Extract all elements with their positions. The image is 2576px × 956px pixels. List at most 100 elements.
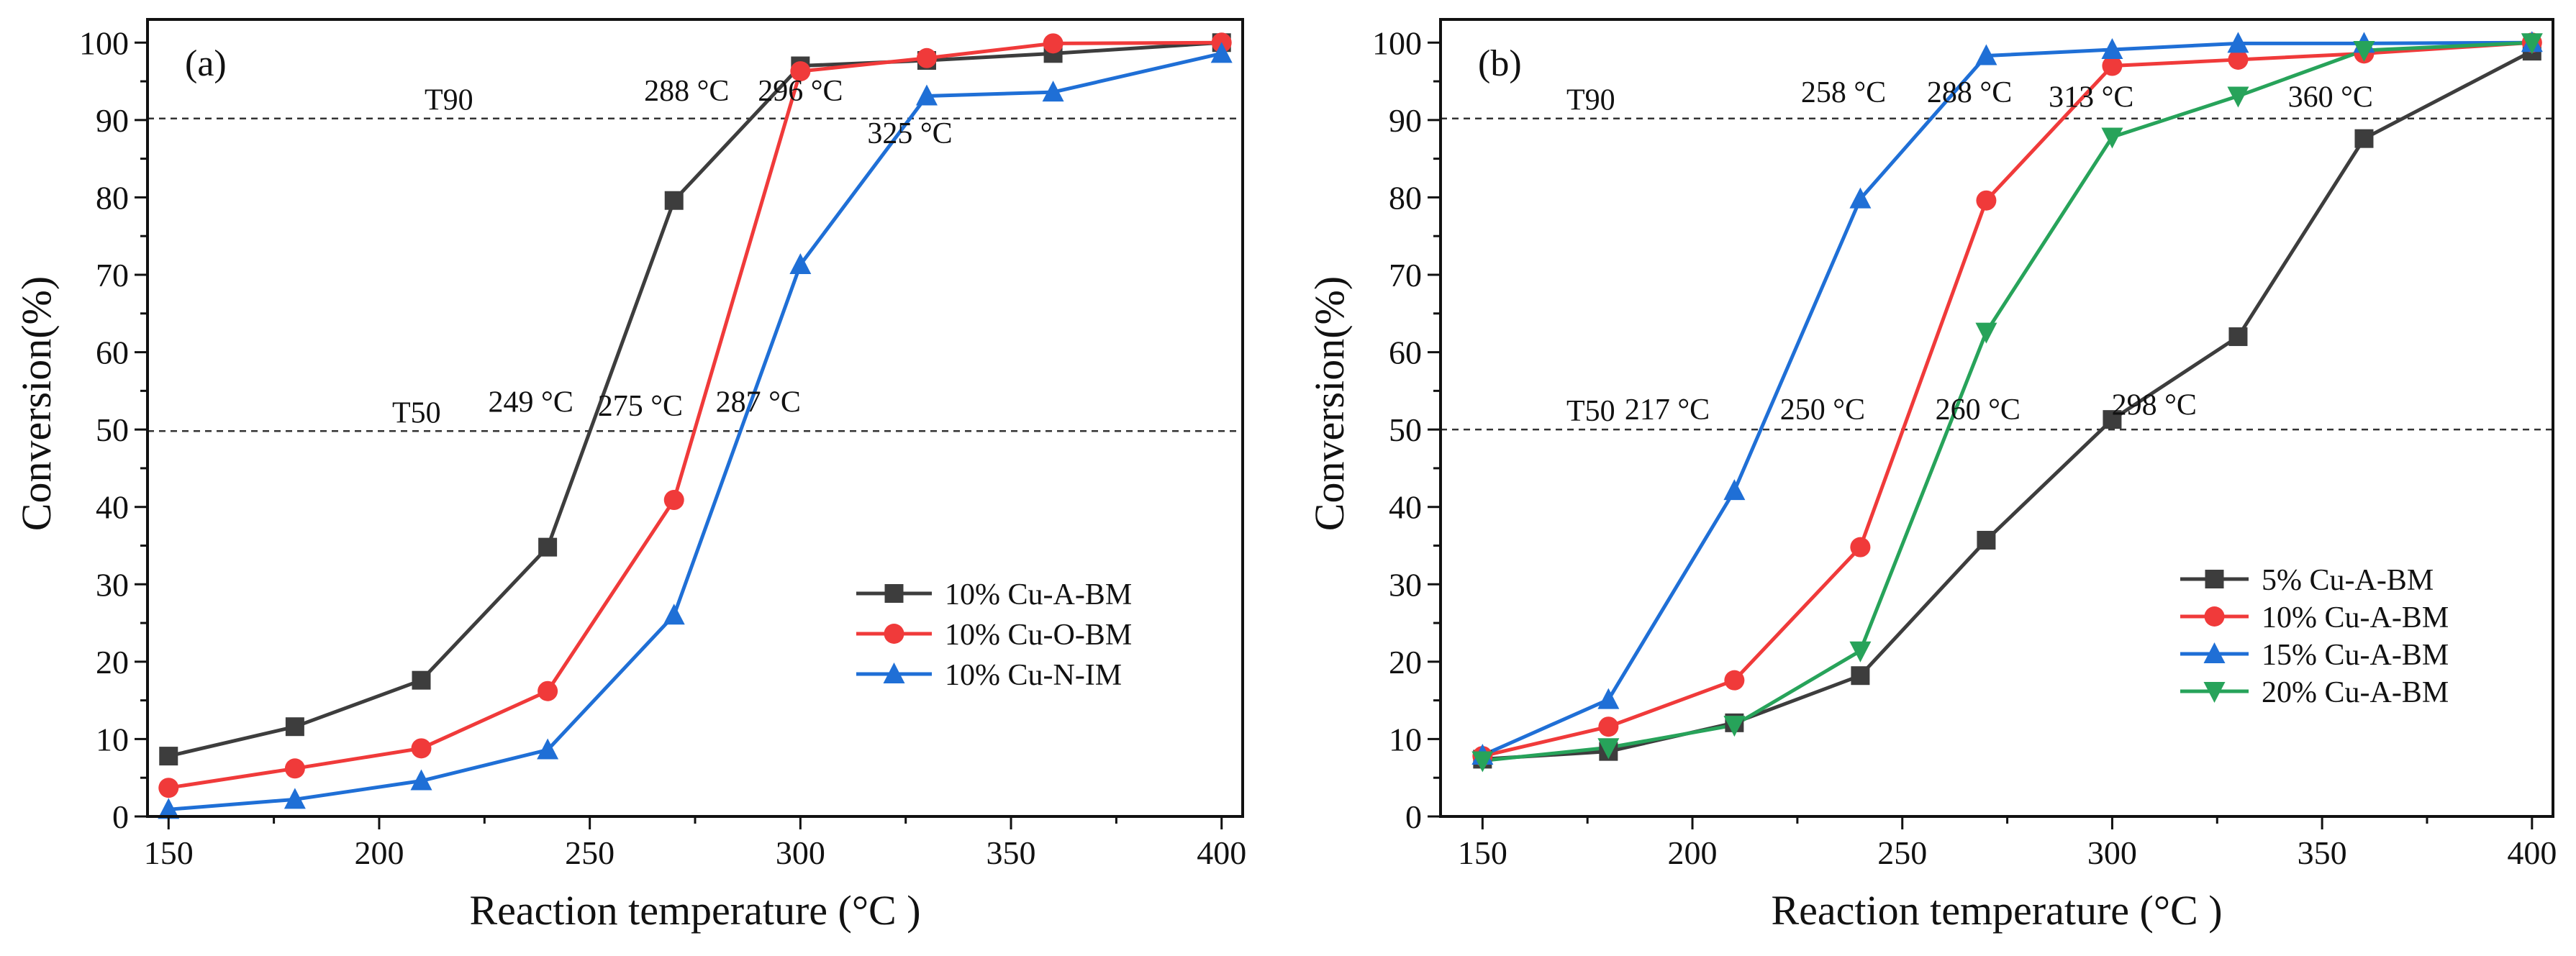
temperature-annotation: 275 °C <box>598 390 683 423</box>
data-point-s0-2 <box>412 670 431 690</box>
panel-label: (b) <box>1478 43 1522 84</box>
x-tick-label: 150 <box>1458 834 1507 871</box>
data-point-s3-5 <box>2101 127 2123 149</box>
data-point-s1-4 <box>663 490 684 511</box>
y-tick-label: 60 <box>96 334 129 371</box>
data-point-s1-7 <box>1043 33 1063 54</box>
data-point-s1-1 <box>1598 716 1619 737</box>
data-point-s2-4 <box>1975 44 1997 65</box>
y-tick-label: 100 <box>79 24 129 61</box>
data-point-s3-0 <box>1471 751 1494 773</box>
data-point-s1-5 <box>790 61 811 82</box>
reference-label-t90: T90 <box>1566 84 1615 117</box>
data-point-s1-2 <box>1724 670 1745 691</box>
y-tick-label: 100 <box>1372 24 1422 61</box>
legend-marker <box>884 584 904 603</box>
y-tick-label: 10 <box>96 721 129 757</box>
data-point-s2-7 <box>1042 81 1064 102</box>
x-tick-label: 300 <box>776 834 825 871</box>
data-point-s0-1 <box>285 717 304 737</box>
legend: 5% Cu-A-BM 10% Cu-A-BM 15% Cu-A-BM 20% Cu-A… <box>2180 564 2449 709</box>
plot-frame <box>146 18 1244 818</box>
y-tick-label: 40 <box>96 489 129 526</box>
temperature-annotation: 258 °C <box>1801 76 1886 109</box>
plot-frame <box>1439 18 2554 818</box>
data-point-s2-6 <box>915 84 938 106</box>
temperature-annotation: 288 °C <box>1927 76 2012 109</box>
y-tick-label: 70 <box>1389 257 1422 293</box>
data-point-s3-6 <box>2227 86 2249 108</box>
y-tick-label: 70 <box>96 257 129 293</box>
data-point-s1-3 <box>538 680 558 701</box>
y-axis-label: Conversion(%) <box>1306 276 1353 531</box>
legend-marker <box>884 624 904 644</box>
legend-marker <box>883 663 905 683</box>
temperature-annotation: 360 °C <box>2288 81 2373 114</box>
legend-entry-label: 10% Cu-A-BM <box>945 578 1132 611</box>
data-point-s2-6 <box>2227 32 2249 53</box>
temperature-annotation: 313 °C <box>2049 81 2133 114</box>
y-tick-label: 20 <box>96 644 129 680</box>
y-tick-label: 80 <box>96 179 129 216</box>
data-point-s1-4 <box>1976 190 1997 211</box>
data-point-s2-4 <box>663 604 685 625</box>
x-tick-label: 400 <box>2507 834 2557 871</box>
data-point-s2-2 <box>410 769 432 791</box>
temperature-annotation: 249 °C <box>489 386 573 419</box>
x-tick-label: 400 <box>1197 834 1246 871</box>
temperature-annotation: 288 °C <box>644 75 729 108</box>
data-point-s0-6 <box>2228 327 2248 347</box>
data-point-s1-6 <box>916 47 937 68</box>
legend-marker <box>2205 570 2224 588</box>
data-point-s0-3 <box>1851 666 1870 686</box>
y-tick-label: 10 <box>1389 721 1422 757</box>
data-point-s3-8 <box>2521 33 2543 55</box>
y-tick-label: 0 <box>1405 798 1422 835</box>
chart-panel-0: T90 T50 288 °C 296 °C 325 °C 249 °C 275 °C 287 … <box>13 18 1246 934</box>
y-tick-label: 60 <box>1389 334 1422 371</box>
x-tick-label: 250 <box>565 834 614 871</box>
data-point-s1-1 <box>284 758 305 779</box>
data-point-s2-1 <box>1597 688 1620 709</box>
legend-entry-label: 20% Cu-A-BM <box>2262 676 2449 709</box>
data-point-s3-1 <box>1597 738 1620 760</box>
legend-marker <box>2203 682 2226 703</box>
data-point-s2-2 <box>1723 479 1746 501</box>
data-point-s1-5 <box>2102 55 2123 76</box>
data-point-s2-1 <box>284 788 306 809</box>
x-tick-label: 250 <box>1877 834 1927 871</box>
y-tick-label: 30 <box>1389 566 1422 603</box>
data-point-s0-4 <box>664 191 684 210</box>
x-tick-label: 200 <box>354 834 404 871</box>
x-tick-label: 300 <box>2087 834 2137 871</box>
y-tick-label: 50 <box>1389 411 1422 448</box>
y-tick-label: 20 <box>1389 644 1422 680</box>
x-tick-label: 350 <box>987 834 1036 871</box>
data-point-s0-0 <box>159 747 178 766</box>
data-point-s0-7 <box>2354 129 2374 148</box>
panel-label: (a) <box>185 43 227 84</box>
legend-entry-label: 5% Cu-A-BM <box>2262 564 2434 597</box>
temperature-annotation: 325 °C <box>867 117 952 150</box>
legend-entry-label: 15% Cu-A-BM <box>2262 639 2449 672</box>
legend: 10% Cu-A-BM 10% Cu-O-BM 10% Cu-N-IM <box>856 578 1132 692</box>
data-point-s3-4 <box>1975 322 1997 344</box>
reference-label-t90: T90 <box>425 84 473 117</box>
y-axis-label: Conversion(%) <box>13 276 60 531</box>
temperature-annotation: 250 °C <box>1780 393 1865 427</box>
data-point-s0-3 <box>538 537 558 557</box>
x-axis-label: Reaction temperature (°C ) <box>1771 887 2222 934</box>
x-tick-label: 150 <box>144 834 194 871</box>
x-tick-label: 350 <box>2298 834 2347 871</box>
data-point-s2-3 <box>537 738 559 760</box>
data-point-s0-4 <box>1977 530 1996 550</box>
data-point-s3-3 <box>1849 641 1872 663</box>
y-tick-label: 50 <box>96 411 129 448</box>
x-tick-label: 200 <box>1668 834 1718 871</box>
y-tick-label: 90 <box>96 102 129 139</box>
data-point-s2-3 <box>1849 187 1872 209</box>
temperature-annotation: 260 °C <box>1936 393 2021 427</box>
temperature-annotation: 296 °C <box>758 75 843 108</box>
y-tick-label: 40 <box>1389 489 1422 526</box>
reference-label-t50: T50 <box>392 396 441 429</box>
